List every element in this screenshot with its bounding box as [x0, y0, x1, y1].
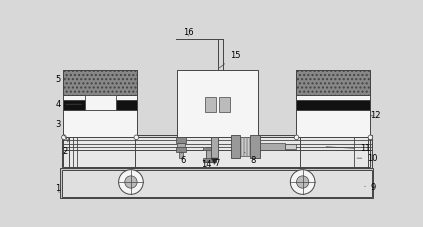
- Bar: [62, 170, 372, 197]
- Circle shape: [290, 170, 315, 194]
- Bar: [177, 70, 258, 137]
- Bar: [231, 135, 240, 158]
- Text: 8: 8: [244, 152, 255, 165]
- Bar: [85, 95, 115, 110]
- Bar: [205, 96, 216, 112]
- Text: 7: 7: [214, 159, 220, 168]
- Text: 10: 10: [357, 154, 378, 163]
- Bar: [285, 144, 297, 149]
- Bar: [63, 70, 137, 137]
- Circle shape: [62, 135, 66, 140]
- Bar: [297, 70, 371, 95]
- Bar: [63, 70, 137, 95]
- Bar: [220, 96, 230, 112]
- Text: 16: 16: [183, 28, 193, 37]
- Bar: [63, 137, 371, 167]
- Polygon shape: [211, 158, 218, 164]
- Text: 3: 3: [55, 120, 68, 141]
- Text: 14: 14: [201, 160, 212, 169]
- Bar: [260, 143, 285, 151]
- Text: 15: 15: [220, 51, 240, 68]
- Bar: [177, 143, 185, 147]
- Bar: [203, 158, 217, 162]
- Text: 4: 4: [55, 100, 82, 109]
- Circle shape: [125, 176, 137, 188]
- Bar: [176, 147, 187, 152]
- Circle shape: [118, 170, 143, 194]
- Bar: [62, 135, 372, 168]
- Bar: [176, 137, 187, 143]
- Text: 11: 11: [326, 144, 370, 153]
- Bar: [211, 137, 218, 158]
- Circle shape: [368, 135, 373, 140]
- Text: 1: 1: [55, 185, 60, 193]
- Circle shape: [134, 135, 139, 140]
- Text: 12: 12: [371, 111, 381, 120]
- Bar: [250, 135, 260, 158]
- Text: 9: 9: [365, 183, 376, 192]
- Bar: [203, 147, 217, 151]
- Bar: [60, 168, 374, 198]
- Text: 2: 2: [63, 138, 69, 156]
- Text: 5: 5: [55, 75, 66, 84]
- Bar: [297, 70, 371, 137]
- Circle shape: [294, 135, 299, 140]
- Bar: [206, 147, 213, 162]
- Text: 6: 6: [181, 152, 186, 165]
- Bar: [240, 137, 250, 156]
- Bar: [297, 100, 371, 110]
- Bar: [179, 137, 182, 158]
- Bar: [63, 100, 137, 110]
- Circle shape: [297, 176, 309, 188]
